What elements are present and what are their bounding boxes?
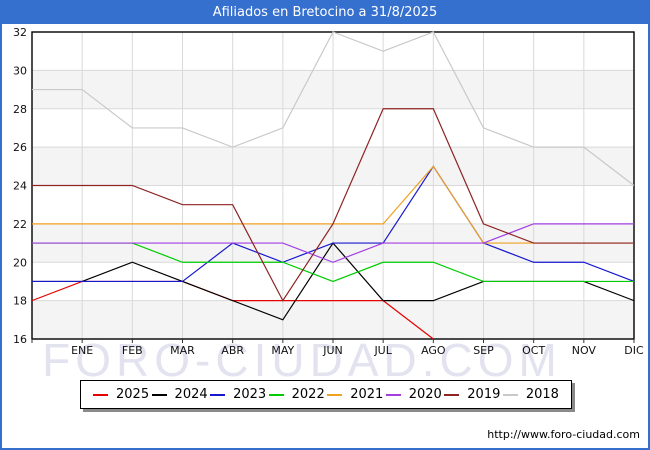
legend-label: 2019 — [467, 387, 501, 402]
x-tick-label: JUN — [322, 344, 343, 357]
legend-label: 2020 — [408, 387, 442, 402]
legend-label: 2021 — [350, 387, 384, 402]
page-title: Afiliados en Bretocino a 31/8/2025 — [2, 2, 648, 24]
legend-item-2019: 2019 — [444, 387, 500, 402]
y-tick-label: 22 — [13, 218, 27, 231]
x-tick-label: MAY — [271, 344, 294, 357]
legend-dash-icon — [444, 393, 460, 396]
watermark-text: FORO-CIUDAD.COM — [42, 334, 562, 380]
x-tick-label: DIC — [624, 344, 644, 357]
y-tick-label: 32 — [13, 26, 27, 39]
legend-label: 2025 — [116, 387, 150, 402]
legend-dash-icon — [502, 393, 518, 396]
series-line-2018 — [32, 31, 635, 186]
legend-dash-icon — [210, 393, 226, 396]
x-tick-label: FEB — [122, 344, 143, 357]
legend-dash-icon — [151, 393, 167, 396]
legend-label: 2018 — [525, 387, 559, 402]
y-tick-label: 28 — [13, 103, 27, 116]
series-line-2020 — [32, 223, 634, 263]
x-tick-label: ABR — [221, 344, 244, 357]
legend-item-2018: 2018 — [502, 387, 559, 402]
legend-dash-icon — [327, 393, 343, 396]
series-line-2023 — [32, 165, 635, 283]
y-tick-label: 30 — [13, 64, 27, 77]
x-tick-label: MAR — [170, 344, 195, 357]
y-tick-label: 20 — [13, 256, 27, 269]
x-tick-label: JUL — [373, 344, 392, 357]
legend-dash-icon — [385, 393, 401, 396]
legend-label: 2023 — [233, 387, 267, 402]
x-tick-label: SEP — [473, 344, 494, 357]
legend: 2025 2024 2023 2022 2021 2020 2019 2018 — [80, 380, 572, 409]
legend-item-2023: 2023 — [210, 387, 266, 402]
legend-label: 2024 — [174, 387, 208, 402]
x-tick-label: NOV — [572, 344, 597, 357]
legend-item-2020: 2020 — [385, 387, 442, 402]
x-tick-label: AGO — [421, 344, 446, 357]
y-tick-label: 24 — [13, 180, 27, 193]
legend-item-2024: 2024 — [151, 387, 208, 402]
y-tick-label: 16 — [13, 333, 27, 346]
legend-dash-icon — [93, 393, 108, 396]
footer-url[interactable]: http://www.foro-ciudad.com — [487, 428, 640, 441]
y-tick-label: 26 — [13, 141, 27, 154]
x-tick-label: ENE — [71, 344, 93, 357]
legend-item-2022: 2022 — [268, 387, 325, 402]
legend-dash-icon — [268, 393, 284, 396]
legend-item-2025: 2025 — [93, 387, 149, 402]
legend-item-2021: 2021 — [327, 387, 383, 402]
y-tick-label: 18 — [13, 295, 27, 308]
series-line-2019 — [32, 108, 634, 302]
legend-label: 2022 — [291, 387, 325, 402]
x-tick-label: OCT — [522, 344, 545, 357]
